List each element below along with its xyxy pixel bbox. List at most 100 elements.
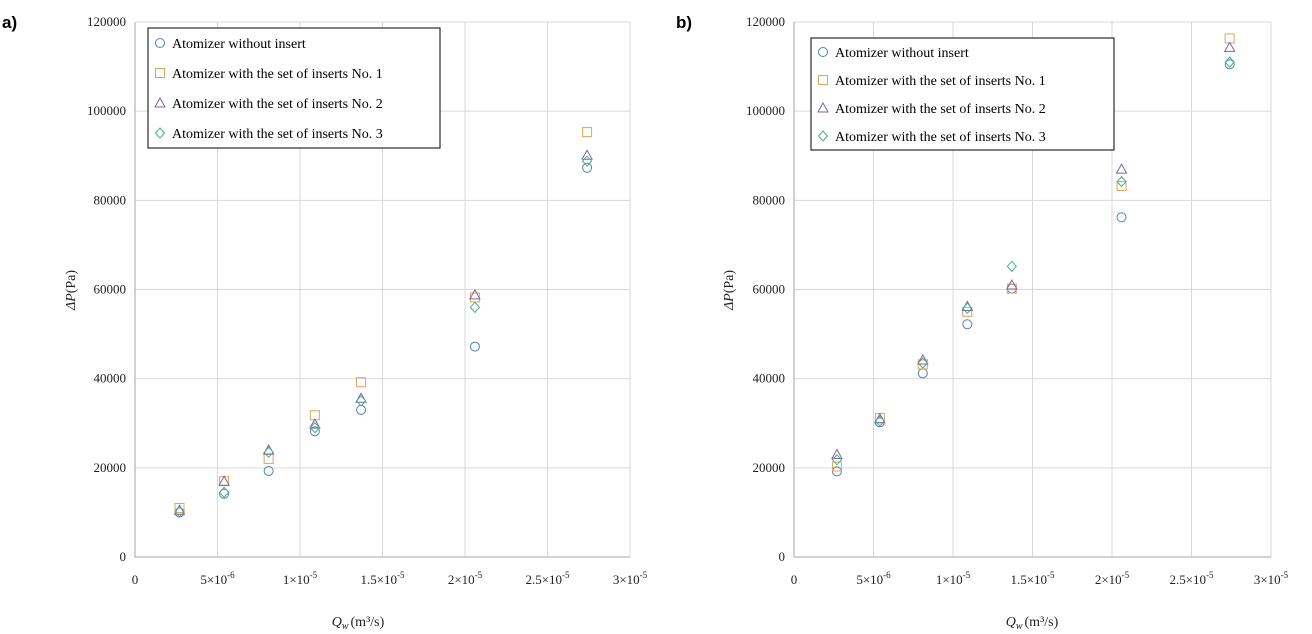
point-b-s1-6 (1116, 212, 1127, 223)
point-b-s1-7 (1224, 59, 1235, 70)
point-b-s3-1 (831, 448, 843, 459)
y-tick-label: 120000 (87, 14, 126, 29)
legend-marker-1 (155, 38, 165, 48)
y-axis-title-a: ΔP(Pa) (64, 270, 79, 311)
point-b-s4-2 (874, 415, 886, 427)
y-tick-label: 80000 (94, 192, 127, 207)
x-tick-label: 2×10-5 (1095, 570, 1130, 587)
x-axis-ticks-a: 0 5×10-6 1×10-5 1.5×10-5 2×10-5 2.5×10-5 3×10-… (132, 570, 648, 587)
data-points-a (173, 127, 593, 518)
point-b-s4-3 (917, 357, 928, 369)
legend-b: Atomizer without insert Atomizer with the… (810, 37, 1115, 151)
legend-box (147, 27, 441, 149)
point-b-s2-6 (1116, 181, 1127, 192)
legend-entry-1: Atomizer without insert (835, 46, 969, 61)
legend-entry-3: Atomizer with the set of inserts No. 2 (835, 102, 1046, 117)
data-points-b (831, 33, 1236, 477)
y-tick-label: 60000 (94, 282, 127, 297)
x-tick-label: 3×10-5 (613, 570, 648, 587)
legend-entry-4: Atomizer with the set of inserts No. 3 (835, 130, 1046, 145)
point-a-s2-7 (582, 127, 593, 138)
x-tick-label: 1×10-5 (283, 570, 318, 587)
point-a-s4-7 (581, 155, 593, 167)
x-tick-label: 0 (132, 572, 139, 587)
y-tick-label: 0 (120, 549, 127, 564)
y-tick-label: 20000 (753, 460, 786, 475)
x-axis-ticks-b: 0 5×10-6 1×10-5 1.5×10-5 2×10-5 2.5×10-5 3×10-… (791, 570, 1289, 587)
y-tick-label: 40000 (753, 371, 786, 386)
point-a-s4-1 (174, 505, 185, 518)
point-b-s1-3 (917, 368, 928, 379)
legend-entry-1: Atomizer without insert (172, 37, 306, 52)
point-b-s3-7 (1223, 41, 1236, 52)
y-tick-label: 100000 (87, 103, 126, 118)
point-a-s2-1 (174, 502, 185, 513)
y-axis-title-b: ΔP(Pa) (722, 270, 737, 311)
point-b-s2-4 (962, 306, 973, 317)
x-tick-label: 1.5×10-5 (360, 570, 405, 587)
legend-marker-2 (155, 68, 165, 78)
point-b-s4-7 (1224, 56, 1235, 68)
y-axis-ticks-a: 0 20000 40000 60000 80000 100000 120000 (87, 14, 126, 564)
point-a-s4-5 (355, 395, 367, 407)
x-tick-label: 2.5×10-5 (525, 570, 570, 587)
point-a-s3-5 (355, 392, 367, 403)
legend-marker-3 (154, 96, 166, 108)
panel-b: b) 0 20000 40000 60000 80000 100000 120000 0 5×… (676, 13, 1289, 632)
point-a-s2-5 (356, 377, 367, 388)
point-a-s1-4 (309, 426, 320, 437)
y-axis-ticks-b: 0 20000 40000 60000 80000 100000 120000 (746, 14, 785, 564)
point-a-s4-6 (469, 301, 481, 314)
plot-area-b (793, 22, 1271, 558)
point-a-s2-3 (263, 453, 274, 464)
panel-a: a) 0 20000 40000 60000 80000 100000 120000 0 5×… (2, 13, 648, 632)
point-a-s1-2 (219, 488, 230, 499)
point-a-s1-7 (582, 162, 593, 173)
legend-marker-4 (154, 127, 166, 139)
legend-box (810, 37, 1115, 151)
y-tick-label: 60000 (753, 282, 786, 297)
x-tick-label: 1.5×10-5 (1010, 570, 1055, 587)
y-tick-label: 120000 (746, 14, 785, 29)
x-tick-label: 2.5×10-5 (1169, 570, 1214, 587)
x-tick-label: 2×10-5 (448, 570, 483, 587)
legend-marker-4 (817, 130, 829, 142)
point-b-s2-1 (831, 461, 842, 472)
point-b-s4-4 (962, 302, 973, 314)
point-b-s3-5 (1005, 279, 1018, 290)
legend-marker-3 (817, 101, 829, 113)
x-axis-title-b: Qw (m³/s) (1006, 615, 1059, 632)
point-b-s3-6 (1115, 163, 1128, 174)
x-tick-label: 0 (791, 572, 798, 587)
point-a-s1-5 (356, 404, 367, 415)
y-tick-label: 80000 (753, 192, 786, 207)
point-b-s1-4 (962, 319, 973, 330)
point-a-s4-3 (263, 446, 274, 458)
x-tick-label: 5×10-6 (200, 570, 235, 587)
point-a-s3-6 (469, 288, 481, 300)
point-b-s4-5 (1006, 260, 1018, 273)
legend-entry-2: Atomizer with the set of inserts No. 1 (835, 74, 1046, 89)
point-a-s4-4 (309, 421, 321, 434)
x-tick-label: 3×10-5 (1254, 570, 1289, 587)
y-tick-label: 0 (779, 549, 786, 564)
point-a-s4-2 (218, 486, 230, 499)
legend-a: Atomizer without insert Atomizer with the… (147, 27, 441, 149)
panel-label-a: a) (2, 13, 17, 32)
y-tick-label: 40000 (94, 371, 127, 386)
x-tick-label: 5×10-6 (856, 570, 891, 587)
point-a-s3-4 (309, 418, 321, 429)
legend-marker-2 (818, 75, 828, 85)
legend-entry-3: Atomizer with the set of inserts No. 2 (172, 97, 383, 112)
legend-entry-2: Atomizer with the set of inserts No. 1 (172, 67, 383, 82)
point-a-s3-2 (218, 475, 230, 486)
point-b-s3-3 (916, 353, 929, 365)
x-axis-title-a: Qw (m³/s) (332, 615, 385, 632)
point-a-s3-7 (581, 149, 593, 160)
y-tick-label: 20000 (94, 460, 127, 475)
point-a-s1-6 (469, 341, 480, 352)
point-b-s4-6 (1116, 175, 1127, 188)
point-b-s4-1 (831, 454, 843, 466)
y-tick-label: 100000 (746, 103, 785, 118)
